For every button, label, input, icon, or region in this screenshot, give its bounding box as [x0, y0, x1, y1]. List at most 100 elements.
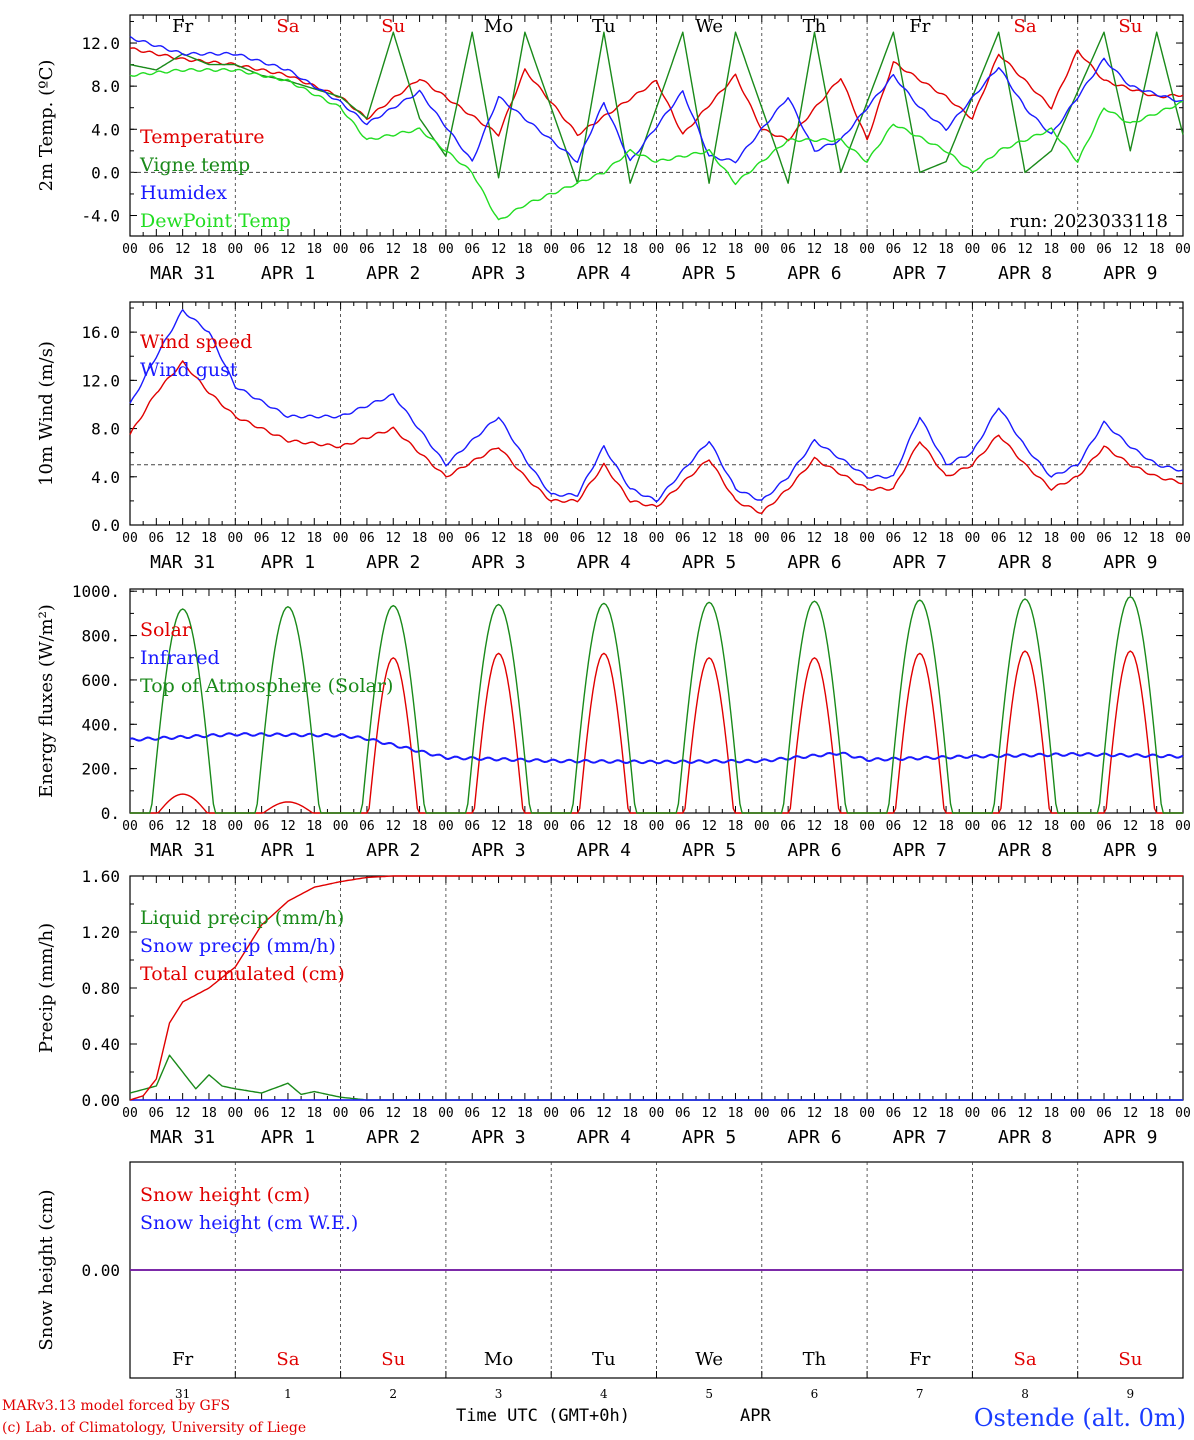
- hour-label: 12: [596, 819, 612, 834]
- legend-entry: Humidex: [140, 182, 227, 204]
- hour-label: 00: [965, 242, 981, 257]
- legend-entry: Solar: [140, 619, 192, 641]
- day-number: 4: [600, 1387, 608, 1400]
- hour-label: 06: [991, 1106, 1007, 1121]
- hour-label: 18: [833, 242, 849, 257]
- hour-label: 12: [1123, 242, 1139, 257]
- hour-label: 00: [543, 242, 559, 257]
- weekday-label: Fr: [172, 16, 193, 37]
- hour-label: 12: [280, 819, 296, 834]
- run-annotation: run: 2023033118: [1010, 211, 1168, 232]
- hour-label: 06: [886, 819, 902, 834]
- hour-label: 06: [991, 819, 1007, 834]
- hour-label: 06: [359, 819, 375, 834]
- hour-label: 06: [464, 531, 480, 546]
- panel-wind: 0.0 4.0 8.0 12.0 16.0 10m Wind (m/s) 00 06 12 18 M…: [36, 301, 1191, 573]
- hour-label: 18: [938, 1106, 954, 1121]
- legend-entry: Snow height (cm W.E.): [140, 1212, 358, 1234]
- hour-label: 18: [517, 819, 533, 834]
- hour-label: 18: [201, 242, 217, 257]
- panel-temp: -4.0 0.0 4.0 8.0 12.0 2m Temp. (ºC) 00 06 12 18 MA…: [36, 14, 1191, 284]
- hour-label: 12: [175, 242, 191, 257]
- series-line-red: [129, 875, 1183, 1101]
- hour-label: 18: [201, 531, 217, 546]
- hour-label: 18: [938, 242, 954, 257]
- hour-label: 06: [886, 242, 902, 257]
- y-tick-label: -4.0: [81, 207, 120, 226]
- date-label: APR 8: [998, 552, 1052, 573]
- hour-label: 18: [306, 242, 322, 257]
- hour-label: 00: [122, 531, 138, 546]
- hour-label: 00: [438, 1106, 454, 1121]
- hour-label: 06: [570, 1106, 586, 1121]
- hour-label: 12: [1123, 1106, 1139, 1121]
- hour-label: 12: [280, 531, 296, 546]
- hour-label: 18: [728, 819, 744, 834]
- y-tick-label: 0.: [101, 804, 120, 823]
- hour-label: 00: [333, 242, 349, 257]
- hour-label: 12: [912, 1106, 928, 1121]
- hour-label: 12: [385, 819, 401, 834]
- hour-label: 12: [596, 531, 612, 546]
- hour-label: 06: [675, 242, 691, 257]
- y-tick-label: 600.: [81, 671, 120, 690]
- date-label: APR 9: [1103, 1127, 1157, 1148]
- hour-label: 18: [1044, 242, 1060, 257]
- hour-label: 00: [122, 819, 138, 834]
- hour-label: 12: [807, 531, 823, 546]
- hour-label: 12: [175, 1106, 191, 1121]
- hour-label: 18: [1044, 531, 1060, 546]
- hour-label: 00: [227, 242, 243, 257]
- hour-label: 12: [807, 819, 823, 834]
- hour-label: 12: [1017, 819, 1033, 834]
- hour-label: 00: [333, 1106, 349, 1121]
- weekday-label: Fr: [172, 1349, 193, 1370]
- hour-label: 00: [543, 531, 559, 546]
- hour-label: 00: [649, 531, 665, 546]
- hour-label: 06: [570, 531, 586, 546]
- hour-label: 06: [780, 1106, 796, 1121]
- hour-label: 06: [570, 819, 586, 834]
- hour-label: 12: [912, 531, 928, 546]
- hour-label: 06: [886, 1106, 902, 1121]
- y-tick-label: 8.0: [91, 420, 120, 439]
- date-label: APR 9: [1103, 263, 1157, 284]
- hour-label: 00: [122, 1106, 138, 1121]
- legend-entry: Top of Atmosphere (Solar): [140, 675, 393, 697]
- series-line-red: [129, 360, 1184, 514]
- y-tick-label: 0.0: [91, 516, 120, 535]
- hour-label: 12: [912, 819, 928, 834]
- hour-label: 18: [833, 531, 849, 546]
- hour-label: 12: [1017, 531, 1033, 546]
- y-tick-label: 0.00: [81, 1091, 120, 1110]
- hour-label: 00: [543, 1106, 559, 1121]
- series-line-blue: [129, 35, 1184, 164]
- hour-label: 18: [306, 819, 322, 834]
- hour-label: 12: [1017, 242, 1033, 257]
- hour-label: 12: [1017, 1106, 1033, 1121]
- hour-label: 18: [412, 242, 428, 257]
- date-label: APR 6: [787, 840, 841, 861]
- hour-label: 06: [991, 531, 1007, 546]
- date-label: APR 1: [261, 552, 315, 573]
- y-axis-label: Precip (mm/h): [36, 923, 57, 1053]
- hour-label: 00: [754, 242, 770, 257]
- legend-entry: Snow height (cm): [140, 1184, 310, 1206]
- date-label: APR 7: [893, 840, 947, 861]
- series-line-lightgreen: [129, 67, 1184, 221]
- hour-label: 18: [306, 531, 322, 546]
- day-number: 31: [175, 1387, 190, 1400]
- weekday-label: We: [695, 1349, 723, 1370]
- hour-label: 00: [333, 819, 349, 834]
- y-tick-label: 16.0: [81, 323, 120, 342]
- lab-credit: (c) Lab. of Climatology, University of L…: [2, 1420, 307, 1436]
- hour-label: 00: [965, 1106, 981, 1121]
- hour-label: 12: [596, 1106, 612, 1121]
- date-label: APR 9: [1103, 840, 1157, 861]
- day-number: 8: [1021, 1387, 1029, 1400]
- hour-label: 00: [333, 531, 349, 546]
- date-label: APR 6: [787, 263, 841, 284]
- hour-label: 12: [596, 242, 612, 257]
- hour-label: 06: [886, 531, 902, 546]
- hour-label: 06: [780, 242, 796, 257]
